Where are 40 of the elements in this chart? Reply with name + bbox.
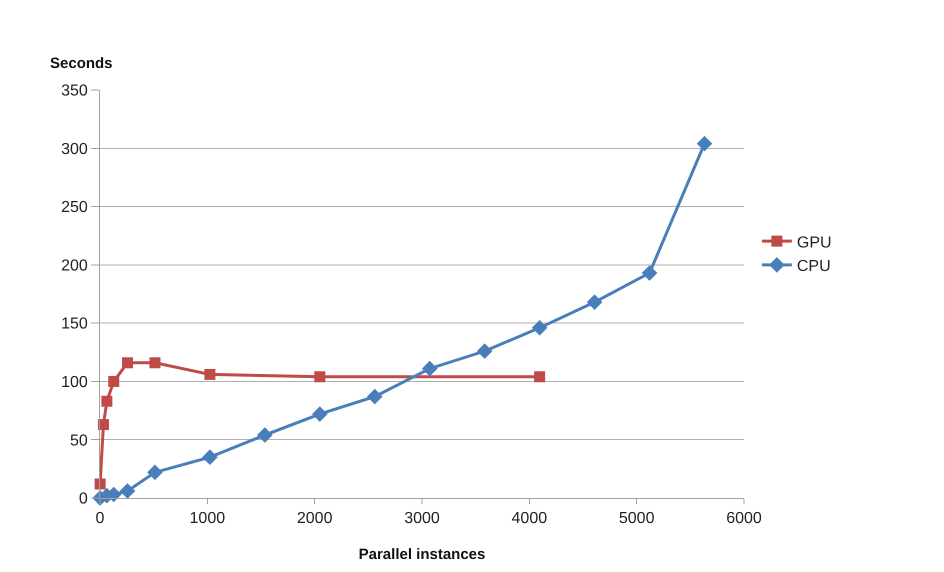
y-tick-label: 200 [61,257,88,274]
x-axis-title: Parallel instances [358,546,486,564]
x-tick-label: 1000 [190,510,226,528]
x-tick-label: 6000 [726,510,762,528]
point [312,406,328,422]
point [147,464,163,480]
point [108,376,120,387]
point [98,419,109,430]
point [314,371,326,382]
y-axis-title: Seconds [50,55,113,72]
y-tick-label: 50 [70,432,88,450]
legend-label: CPU [796,258,831,276]
point [696,136,712,152]
y-tick-label: 350 [61,82,88,100]
x-tick-label: 4000 [512,510,548,528]
legend-label: GPU [796,234,832,252]
x-tick-label: 5000 [618,510,655,528]
point [122,357,133,368]
point [532,320,548,336]
point [534,371,546,382]
point [586,294,602,310]
y-tick-label: 300 [61,140,88,158]
point [101,396,112,407]
point [257,427,273,443]
y-tick-label: 100 [61,374,88,392]
y-tick-label: 250 [61,199,88,216]
point [149,357,160,368]
point [120,483,136,499]
x-tick-label: 3000 [404,510,440,528]
x-tick-label: 0 [96,510,105,528]
point [94,478,106,490]
y-tick-label: 0 [78,490,88,508]
x-tick-label: 2000 [296,510,333,528]
point [476,343,492,359]
point [202,449,218,465]
point [204,368,216,380]
point [366,388,383,404]
point [642,265,658,281]
point [422,360,438,376]
y-tick-label: 150 [61,316,88,333]
